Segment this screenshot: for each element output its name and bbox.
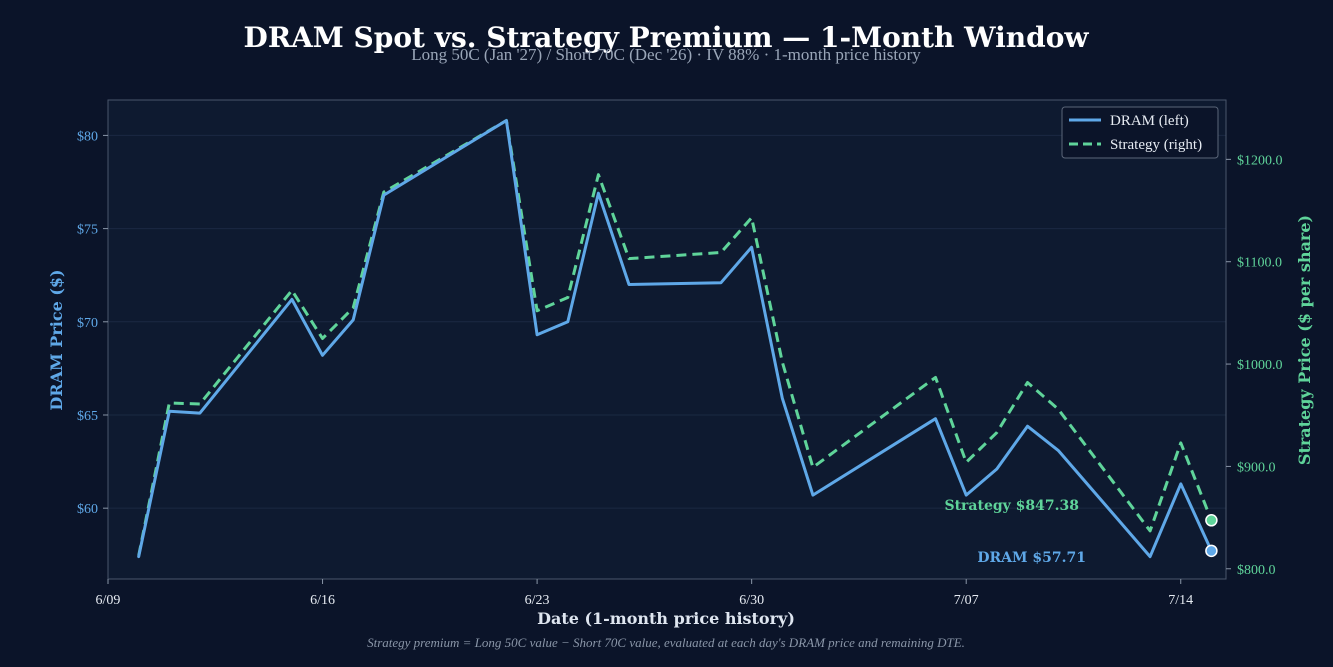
chart-subtitle: Long 50C (Jan '27) / Short 70C (Dec '26)… bbox=[411, 45, 921, 64]
plot-frame bbox=[107, 99, 1227, 580]
right-tick-label: $800.0 bbox=[1237, 563, 1276, 578]
right-axis-ticks: $800.0 $900.0 $1000.0 $1100.0 $1200.0 bbox=[1226, 153, 1283, 578]
left-tick-label: $70 bbox=[77, 316, 98, 331]
strategy-end-label: Strategy $847.38 bbox=[944, 498, 1079, 514]
right-tick-label: $1200.0 bbox=[1237, 153, 1283, 168]
right-tick-label: $1100.0 bbox=[1237, 256, 1282, 271]
chart-title: DRAM Spot vs. Strategy Premium — 1-Month… bbox=[244, 21, 1090, 54]
x-tick-label: 6/23 bbox=[525, 593, 550, 608]
dram-series-line bbox=[137, 119, 1213, 559]
left-tick-label: $65 bbox=[77, 409, 98, 424]
gridlines bbox=[108, 134, 1226, 509]
dram-end-label: DRAM $57.71 bbox=[977, 550, 1086, 566]
dram-end-marker bbox=[1205, 544, 1218, 558]
x-tick-label: 6/16 bbox=[310, 593, 335, 608]
legend-label-dram: DRAM (left) bbox=[1110, 113, 1189, 129]
x-tick-label: 6/30 bbox=[739, 593, 764, 608]
footnote: Strategy premium = Long 50C value − Shor… bbox=[367, 635, 965, 650]
right-tick-label: $900.0 bbox=[1237, 460, 1276, 475]
x-axis-title: Date (1-month price history) bbox=[537, 609, 795, 628]
x-tick-label: 6/09 bbox=[96, 593, 121, 608]
legend: DRAM (left) Strategy (right) bbox=[1061, 106, 1219, 159]
left-tick-label: $75 bbox=[77, 223, 98, 238]
left-tick-label: $60 bbox=[77, 502, 98, 517]
plot-area bbox=[108, 100, 1226, 579]
strategy-end-marker bbox=[1205, 514, 1218, 527]
right-axis-title: Strategy Price ($ per share) bbox=[1295, 215, 1314, 465]
left-axis-title: DRAM Price ($) bbox=[47, 269, 66, 410]
x-axis-ticks: 6/09 6/16 6/23 6/30 7/07 7/14 bbox=[96, 579, 1193, 608]
right-tick-label: $1000.0 bbox=[1237, 358, 1283, 373]
series-layer bbox=[137, 119, 1218, 559]
x-tick-label: 7/14 bbox=[1168, 593, 1193, 608]
left-axis-ticks: $60 $65 $70 $75 $80 bbox=[77, 129, 108, 517]
legend-label-strategy: Strategy (right) bbox=[1110, 137, 1202, 153]
left-tick-label: $80 bbox=[77, 129, 98, 144]
x-tick-label: 7/07 bbox=[954, 593, 979, 608]
